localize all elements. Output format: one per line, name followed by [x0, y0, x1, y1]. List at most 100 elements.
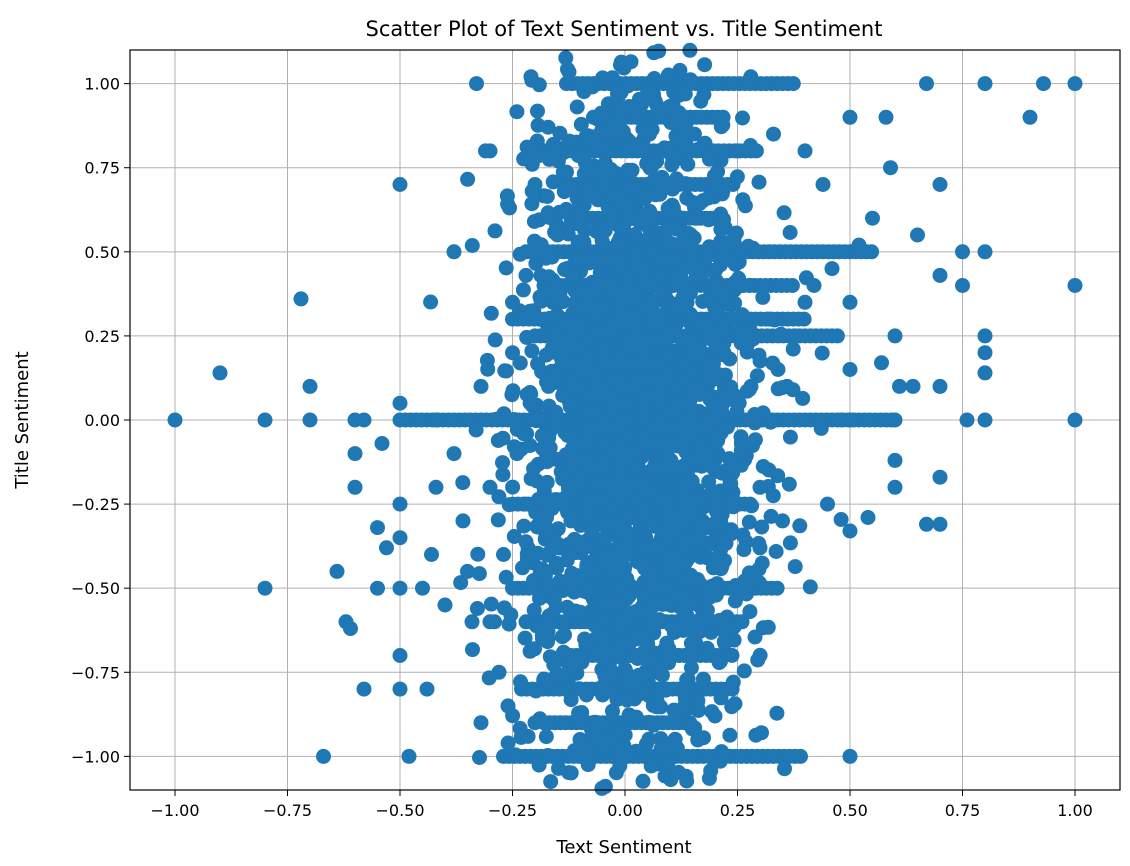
data-point — [533, 268, 549, 283]
data-point — [503, 607, 519, 623]
data-point — [737, 573, 753, 589]
data-point — [509, 446, 525, 462]
data-point — [750, 652, 766, 668]
data-point — [621, 99, 637, 114]
data-point — [529, 409, 545, 425]
data-point — [555, 387, 571, 403]
data-point — [905, 378, 921, 394]
data-point — [665, 181, 681, 197]
data-point — [683, 660, 699, 676]
data-point — [470, 546, 486, 562]
data-point — [605, 703, 620, 719]
data-point — [647, 457, 663, 473]
data-point — [627, 227, 643, 243]
data-point — [955, 244, 970, 260]
data-point — [910, 227, 925, 243]
data-point — [482, 479, 498, 495]
data-point — [647, 597, 663, 613]
data-point — [751, 575, 767, 591]
data-point — [512, 720, 528, 736]
data-point — [919, 76, 934, 92]
data-point — [590, 477, 606, 492]
data-point — [739, 344, 755, 360]
y-tick-label: 0.75 — [84, 159, 120, 178]
data-point — [491, 489, 507, 505]
data-point — [616, 221, 632, 236]
data-point — [751, 174, 767, 190]
data-point — [589, 109, 605, 125]
data-point — [681, 647, 697, 663]
data-point — [518, 496, 534, 512]
data-point — [556, 644, 572, 660]
data-point — [727, 696, 743, 712]
data-point — [782, 429, 798, 445]
data-point — [497, 363, 513, 379]
data-point — [483, 596, 499, 612]
data-point — [662, 346, 678, 362]
data-point — [761, 311, 777, 327]
data-point — [679, 672, 695, 688]
data-point — [517, 630, 533, 646]
data-point — [713, 690, 729, 706]
data-point — [874, 355, 889, 371]
data-point — [702, 319, 718, 335]
data-point — [717, 635, 733, 651]
data-point — [572, 210, 588, 226]
data-point — [664, 303, 680, 319]
data-point — [509, 422, 525, 437]
data-point — [611, 297, 627, 313]
data-point — [687, 720, 703, 736]
data-point — [641, 565, 657, 581]
data-point — [690, 703, 706, 718]
y-tick-label: −0.50 — [71, 579, 120, 598]
data-point — [769, 705, 785, 721]
data-point — [725, 496, 741, 512]
data-point — [641, 300, 657, 316]
data-point — [596, 594, 612, 610]
data-point — [715, 117, 731, 133]
data-point — [609, 472, 625, 488]
data-point — [578, 129, 594, 145]
data-point — [785, 76, 801, 92]
data-point — [629, 631, 645, 647]
data-point — [651, 308, 667, 324]
data-point — [532, 591, 547, 606]
data-point — [639, 670, 655, 686]
data-point — [257, 580, 273, 596]
data-point — [663, 437, 679, 453]
data-point — [737, 198, 753, 214]
data-point — [703, 624, 719, 640]
data-point — [683, 426, 699, 442]
data-point — [579, 350, 595, 366]
data-point — [701, 474, 717, 490]
data-point — [526, 214, 542, 229]
data-point — [725, 674, 741, 690]
data-point — [645, 418, 661, 434]
data-point — [747, 407, 763, 422]
data-point — [527, 244, 543, 260]
data-point — [635, 479, 651, 495]
data-point — [583, 389, 599, 405]
data-point — [734, 437, 750, 453]
data-point — [597, 556, 613, 572]
data-point — [657, 332, 672, 348]
data-point — [763, 414, 779, 430]
data-point — [583, 505, 599, 521]
data-point — [555, 164, 571, 180]
data-point — [842, 362, 858, 377]
data-point — [626, 250, 642, 266]
data-point — [293, 291, 309, 307]
data-point — [572, 732, 588, 747]
data-point — [698, 446, 714, 462]
data-point — [473, 715, 489, 731]
data-point — [689, 210, 705, 226]
data-point — [842, 109, 858, 125]
data-point — [632, 332, 648, 348]
data-point — [533, 293, 549, 309]
data-point — [860, 510, 876, 525]
data-point — [793, 748, 808, 764]
data-point — [754, 555, 770, 571]
data-point — [526, 602, 542, 618]
data-point — [653, 741, 669, 757]
data-point — [538, 729, 554, 745]
